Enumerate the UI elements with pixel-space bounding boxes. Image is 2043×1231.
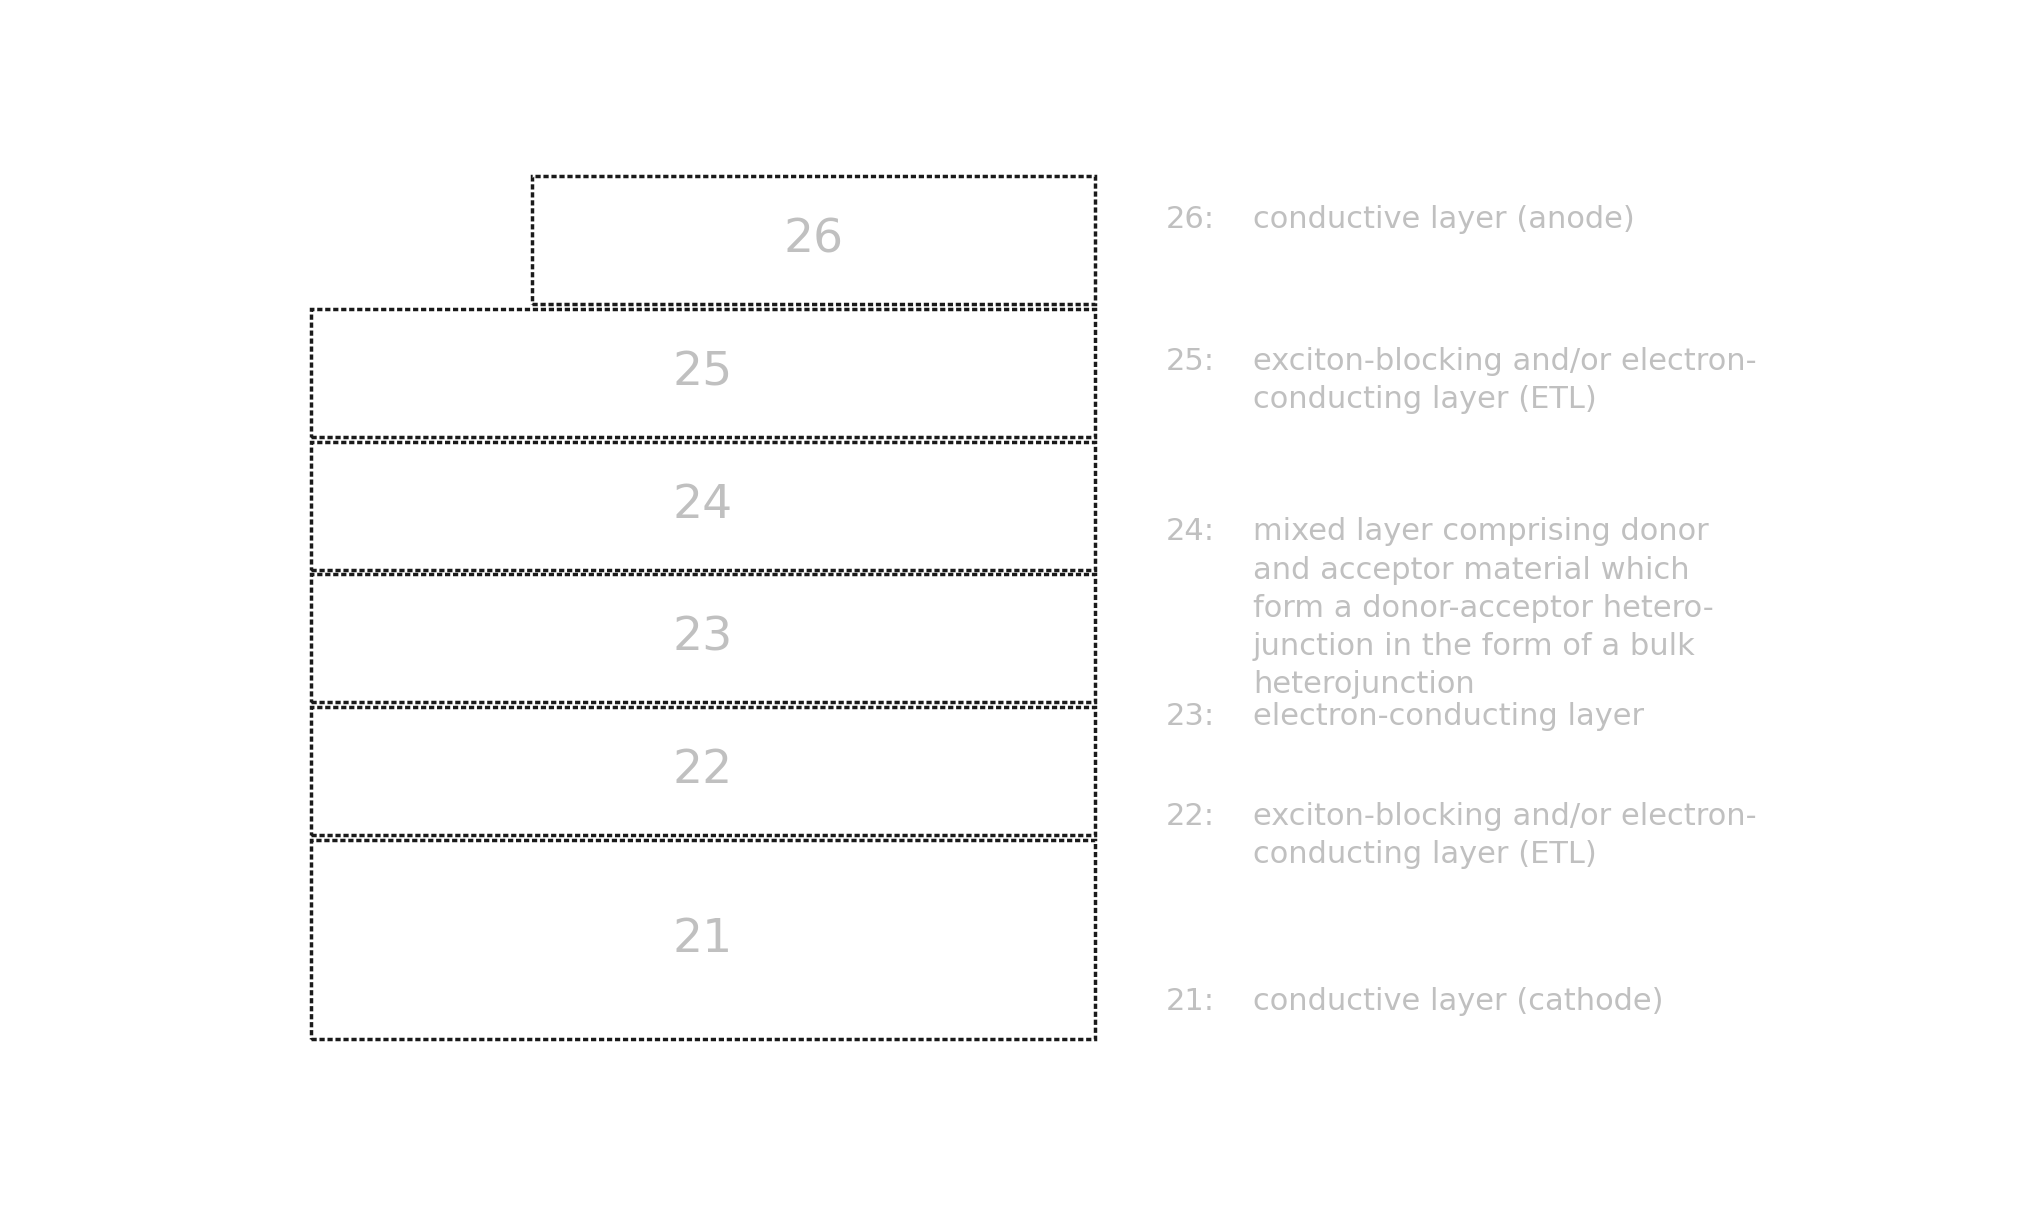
Text: 26:: 26: (1167, 204, 1216, 234)
Bar (311, 840, 1095, 1039)
Text: 22:: 22: (1167, 801, 1216, 831)
Text: exciton-blocking and/or electron-
conducting layer (ETL): exciton-blocking and/or electron- conduc… (1252, 347, 1757, 414)
Text: 21:: 21: (1167, 986, 1216, 1016)
Text: 25: 25 (672, 351, 733, 395)
Text: mixed layer comprising donor
and acceptor material which
form a donor-acceptor h: mixed layer comprising donor and accepto… (1252, 517, 1714, 699)
Text: conductive layer (anode): conductive layer (anode) (1252, 204, 1634, 234)
Bar (311, 309, 1095, 437)
Bar (311, 574, 1095, 702)
Text: 25:: 25: (1167, 347, 1216, 375)
Text: 23:: 23: (1167, 702, 1216, 731)
Text: conductive layer (cathode): conductive layer (cathode) (1252, 986, 1663, 1016)
Text: 23: 23 (672, 616, 733, 661)
Bar (533, 176, 1095, 304)
Text: 21: 21 (672, 917, 733, 961)
Text: 24:: 24: (1167, 517, 1216, 547)
Bar (311, 442, 1095, 570)
Text: 26: 26 (782, 218, 844, 262)
Text: electron-conducting layer: electron-conducting layer (1252, 702, 1645, 731)
Text: 24: 24 (672, 483, 733, 528)
Bar (311, 707, 1095, 835)
Text: 22: 22 (672, 748, 733, 794)
Text: exciton-blocking and/or electron-
conducting layer (ETL): exciton-blocking and/or electron- conduc… (1252, 801, 1757, 869)
